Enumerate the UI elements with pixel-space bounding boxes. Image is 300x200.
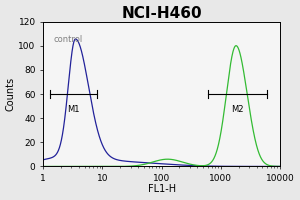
Text: M2: M2 [231, 105, 244, 114]
Y-axis label: Counts: Counts [6, 77, 16, 111]
Text: control: control [54, 35, 83, 44]
X-axis label: FL1-H: FL1-H [148, 184, 176, 194]
Title: NCI-H460: NCI-H460 [121, 6, 202, 21]
Text: M1: M1 [67, 105, 80, 114]
